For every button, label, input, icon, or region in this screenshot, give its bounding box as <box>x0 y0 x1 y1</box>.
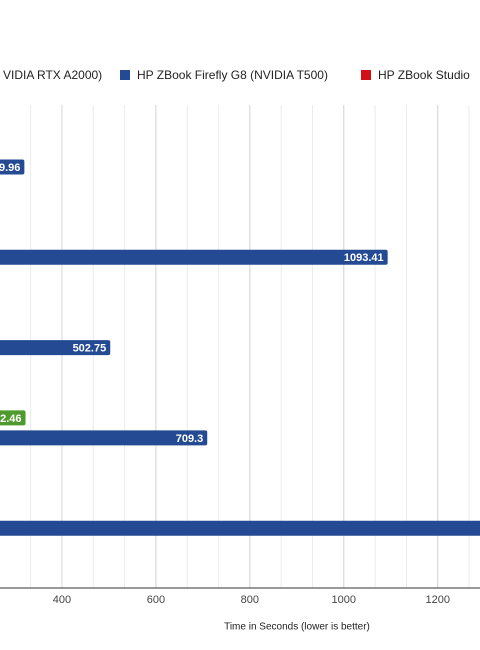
bar <box>0 249 388 265</box>
value-label: 502.75 <box>73 343 107 355</box>
legend-swatch <box>361 70 371 80</box>
bar <box>0 410 26 426</box>
legend-label: HP ZBook Studio <box>378 68 470 82</box>
legend-swatch <box>120 70 130 80</box>
legend-label: VIDIA RTX A2000) <box>3 68 102 82</box>
x-tick-label: 1200 <box>425 594 449 606</box>
bar <box>0 520 480 536</box>
x-axis-title: Time in Seconds (lower is better) <box>224 622 370 633</box>
bar <box>0 340 111 356</box>
value-label: 1093.41 <box>344 252 384 264</box>
value-label: 322.46 <box>0 413 22 425</box>
value-label: 319.96 <box>0 162 20 174</box>
legend-label: HP ZBook Firefly G8 (NVIDIA T500) <box>137 68 328 82</box>
x-tick-label: 1000 <box>332 594 356 606</box>
x-tick-label: 400 <box>53 594 71 606</box>
bar <box>0 159 25 175</box>
x-tick-label: 600 <box>147 594 165 606</box>
bar <box>0 430 208 446</box>
x-tick-label: 800 <box>241 594 259 606</box>
value-label: 709.3 <box>176 433 204 445</box>
